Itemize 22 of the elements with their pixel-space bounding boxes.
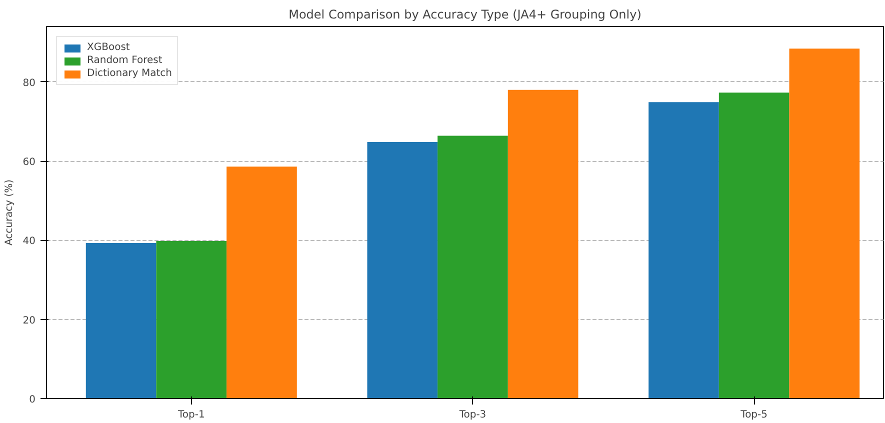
- bar: [86, 242, 156, 398]
- bar: [156, 240, 227, 398]
- bar: [226, 166, 297, 398]
- bar: [508, 90, 578, 398]
- legend-label: Dictionary Match: [87, 68, 172, 79]
- y-axis-title: Accuracy (%): [4, 179, 15, 246]
- legend-label: Random Forest: [87, 55, 162, 66]
- bar: [438, 136, 508, 398]
- y-tick-label: 80: [22, 78, 36, 89]
- x-tick-label: Top-3: [458, 410, 486, 420]
- bar: [789, 48, 860, 398]
- bar: [367, 142, 438, 398]
- y-tick-label: 40: [22, 236, 36, 248]
- y-tick-label: 0: [29, 394, 36, 406]
- y-tick-label: 60: [22, 157, 36, 168]
- x-tick-label: Top-1: [176, 410, 205, 420]
- y-tick-label: 20: [22, 315, 36, 326]
- x-tick-label: Top-5: [740, 410, 768, 420]
- legend-label: XGBoost: [87, 42, 130, 53]
- bar: [718, 92, 790, 398]
- bar: [648, 102, 719, 398]
- chart-title: Model Comparison by Accuracy Type (JA4+ Grouping Only): [288, 8, 642, 22]
